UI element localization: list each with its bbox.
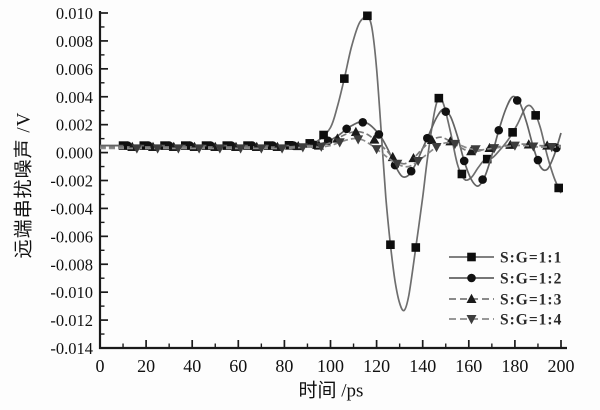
circle-marker (459, 156, 469, 166)
circle-marker (342, 124, 351, 134)
x-tick-label: 200 (548, 356, 575, 376)
square-marker (554, 183, 563, 193)
legend-circle-icon (467, 273, 476, 283)
square-marker (305, 139, 315, 148)
triangle-up-marker (426, 134, 437, 145)
triangle-down-marker (131, 144, 142, 154)
x-tick-label: 80 (275, 356, 293, 376)
legend-label: S:G=1:4 (500, 312, 562, 329)
x-tick-label: 0 (96, 356, 105, 376)
circle-marker (374, 130, 384, 139)
axes-lines (98, 11, 567, 350)
x-tick-label: 60 (229, 356, 247, 376)
triangle-down-marker (470, 145, 481, 155)
square-marker (363, 11, 372, 21)
y-tick-label: 0.008 (56, 32, 93, 51)
legend-square-icon (467, 252, 476, 262)
y-tick-label: -0.012 (50, 311, 93, 330)
triangle-down-marker (528, 142, 539, 152)
legend-label: S:G=1:1 (500, 250, 562, 267)
square-marker (411, 243, 421, 252)
circle-marker (406, 166, 416, 176)
circle-marker (494, 125, 504, 135)
x-axis-label: 时间 /ps (298, 380, 364, 402)
triangle-up-marker (484, 142, 495, 153)
y-tick-label: -0.008 (50, 255, 93, 274)
square-marker (434, 93, 444, 103)
square-marker (386, 240, 395, 250)
triangle-down-marker (449, 139, 460, 150)
legend-triangle-up-icon (466, 293, 477, 303)
circle-marker (478, 175, 487, 184)
series-line-----1-2 (99, 95, 562, 187)
circle-marker (533, 155, 543, 165)
circle-marker (358, 118, 368, 127)
triangle-down-marker (194, 144, 205, 154)
square-marker (340, 74, 349, 83)
triangle-down-marker (546, 143, 557, 153)
series-line-----1-1 (99, 14, 562, 312)
square-marker (319, 130, 328, 140)
square-marker (482, 154, 492, 164)
triangle-up-marker (369, 134, 380, 144)
y-tick-label: 0.006 (56, 60, 93, 79)
circle-marker (441, 107, 451, 116)
triangle-down-marker (173, 144, 184, 154)
triangle-down-marker (256, 144, 267, 154)
triangle-down-marker (235, 144, 246, 154)
y-tick-label: 0.004 (56, 88, 93, 107)
x-tick-label: 40 (183, 356, 201, 376)
triangle-down-marker (353, 135, 364, 145)
y-tick-label: -0.006 (50, 227, 93, 246)
x-tick-label: 120 (363, 356, 390, 376)
triangle-down-marker (413, 156, 424, 167)
legend-label: S:G=1:3 (500, 292, 562, 309)
x-tick-label: 160 (455, 356, 482, 376)
circle-marker (512, 96, 522, 105)
triangle-down-marker (431, 143, 442, 153)
square-marker (457, 169, 467, 179)
triangle-down-marker (277, 144, 288, 154)
triangle-down-marker (214, 144, 225, 154)
y-axis-label: 远端串扰噪声 /V (13, 111, 35, 259)
y-tick-label: -0.004 (50, 199, 93, 218)
triangle-down-marker (371, 145, 382, 155)
legend-label: S:G=1:2 (500, 271, 562, 288)
x-tick-label: 20 (137, 356, 155, 376)
triangle-down-marker (297, 143, 308, 153)
triangle-down-marker (334, 138, 345, 148)
y-tick-label: 0.000 (56, 144, 93, 163)
legend-triangle-down-icon (466, 315, 477, 325)
y-tick-label: -0.002 (50, 172, 93, 191)
square-marker (531, 111, 540, 120)
triangle-down-marker (489, 144, 500, 154)
triangle-down-marker (152, 144, 163, 154)
series-line-----1-4 (100, 137, 561, 168)
y-tick-label: 0.010 (56, 4, 93, 23)
x-tick-label: 180 (501, 356, 528, 376)
triangle-up-marker (350, 126, 361, 136)
y-tick-label: 0.002 (56, 116, 93, 135)
y-tick-label: -0.014 (50, 339, 93, 358)
triangle-down-marker (509, 141, 520, 151)
triangle-down-marker (392, 159, 403, 169)
triangle-down-marker (316, 142, 327, 152)
y-tick-label: -0.010 (50, 283, 93, 302)
square-marker (508, 128, 517, 137)
triangle-up-marker (466, 145, 477, 156)
x-tick-label: 140 (409, 356, 436, 376)
x-tick-label: 100 (317, 356, 344, 376)
